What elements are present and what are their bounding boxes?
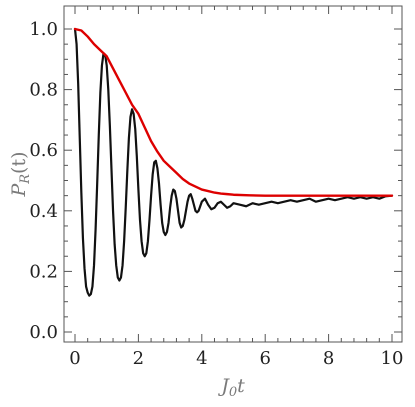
envelope-series-line — [73, 27, 394, 197]
x-tick-label: 0 — [69, 348, 80, 369]
x-axis-label-main: J — [217, 375, 230, 397]
y-axis-label-suffix: (t) — [8, 151, 30, 173]
y-tick-label: 0.0 — [29, 322, 58, 343]
y-tick-label: 1.0 — [29, 19, 58, 40]
x-tick-label: 10 — [381, 348, 404, 369]
x-axis-label-suffix: t — [237, 375, 245, 397]
x-tick-label: 8 — [323, 348, 334, 369]
x-tick-label: 6 — [259, 348, 270, 369]
y-tick-label: 0.6 — [29, 140, 58, 161]
y-tick-label: 0.8 — [29, 80, 58, 101]
oscillation-series-line — [73, 27, 394, 297]
x-tick-label: 4 — [196, 348, 207, 369]
x-axis-label-sub: 0 — [229, 385, 237, 400]
y-tick-label: 0.4 — [29, 201, 58, 222]
plot-frame — [63, 5, 403, 343]
x-axis-label: J0t — [217, 375, 245, 400]
y-tick-label: 0.2 — [29, 261, 58, 282]
y-axis-label-sub: R — [18, 174, 33, 185]
y-axis-label: PR(t) — [8, 151, 33, 197]
x-tick-label: 2 — [133, 348, 144, 369]
y-axis-label-main: P — [8, 183, 30, 198]
